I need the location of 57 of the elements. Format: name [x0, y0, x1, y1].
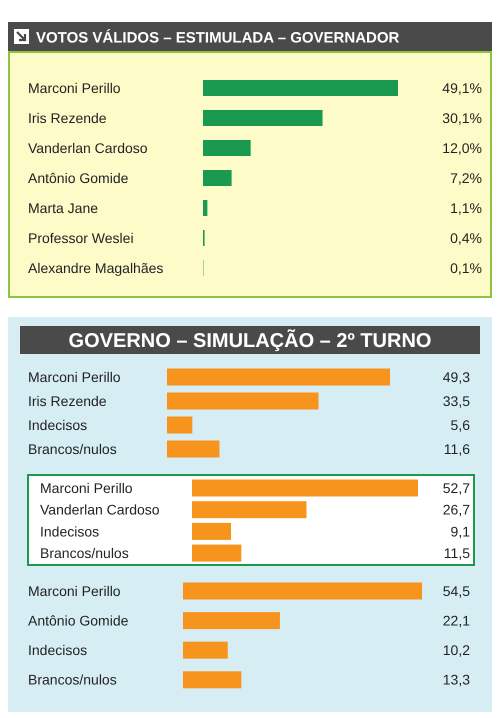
data-label: 10,2 [442, 642, 470, 658]
bar [167, 416, 192, 434]
data-label: 26,7 [442, 502, 470, 518]
bar [203, 80, 398, 96]
bar [167, 392, 319, 410]
data-label: 49,1% [442, 80, 482, 96]
data-label: 11,5 [444, 545, 470, 561]
y-tick-label: Brancos/nulos [40, 545, 129, 561]
chart-title: GOVERNO – SIMULAÇÃO – 2º TURNO [68, 329, 432, 352]
y-tick-label: Iris Rezende [28, 392, 107, 409]
data-label: 54,5 [442, 582, 470, 599]
data-label: 0,1% [450, 260, 482, 276]
y-tick-label: Antônio Gomide [28, 612, 129, 628]
bar [203, 170, 232, 186]
y-tick-label: Indecisos [28, 642, 88, 658]
y-tick-label: Indecisos [28, 416, 88, 433]
bar [203, 200, 208, 216]
y-tick-label: Professor Weslei [28, 230, 134, 246]
data-label: 52,7 [442, 480, 470, 496]
y-tick-label: Marconi Perillo [40, 480, 133, 496]
bar [183, 642, 228, 659]
y-tick-label: Brancos/nulos [28, 672, 117, 688]
data-label: 0,4% [450, 230, 482, 246]
y-tick-label: Brancos/nulos [28, 440, 117, 457]
y-tick-label: Vanderlan Cardoso [28, 140, 148, 156]
bar [192, 544, 242, 562]
y-tick-label: Indecisos [40, 523, 100, 540]
data-label: 30,1% [442, 110, 482, 126]
bar [167, 368, 390, 386]
data-label: 33,5 [442, 392, 470, 409]
bar [203, 140, 251, 156]
data-label: 5,6 [450, 416, 470, 433]
data-label: 12,0% [442, 140, 482, 156]
bar [203, 110, 323, 126]
chart-title: VOTOS VÁLIDOS – ESTIMULADA – GOVERNADOR [36, 28, 400, 46]
data-label: 49,3 [442, 368, 470, 385]
bar [192, 501, 306, 518]
y-tick-label: Marta Jane [28, 200, 98, 216]
data-label: 13,3 [442, 672, 470, 688]
bar [183, 612, 280, 630]
data-label: 9,1 [450, 523, 470, 540]
y-tick-label: Marconi Perillo [28, 80, 121, 96]
bar [183, 671, 242, 688]
y-tick-label: Marconi Perillo [28, 582, 121, 599]
bar [167, 440, 220, 458]
bar [192, 480, 418, 496]
y-tick-label: Alexandre Magalhães [28, 260, 164, 276]
y-tick-label: Marconi Perillo [28, 368, 121, 385]
bar [192, 522, 232, 540]
y-tick-label: Iris Rezende [28, 110, 107, 126]
data-label: 11,6 [444, 440, 470, 457]
y-tick-label: Antônio Gomide [28, 170, 129, 186]
data-label: 1,1% [450, 200, 482, 216]
bar [183, 582, 422, 600]
data-label: 22,1 [442, 612, 470, 628]
data-label: 7,2% [450, 170, 482, 186]
y-tick-label: Vanderlan Cardoso [40, 502, 160, 518]
